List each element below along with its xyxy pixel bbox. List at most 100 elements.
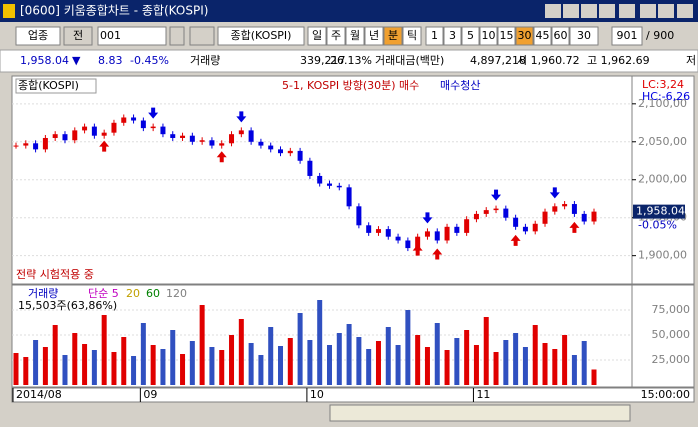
label: 시 1,960.72 bbox=[517, 54, 580, 67]
label: 15 bbox=[500, 29, 514, 42]
candle bbox=[131, 117, 137, 121]
candle bbox=[91, 126, 97, 136]
btn[interactable] bbox=[581, 4, 597, 18]
candle bbox=[297, 150, 303, 161]
volume-bar bbox=[111, 352, 117, 385]
interval-button[interactable] bbox=[533, 26, 552, 46]
btn[interactable] bbox=[658, 4, 674, 18]
volume-bar bbox=[336, 333, 342, 385]
btn[interactable] bbox=[563, 4, 579, 18]
button[interactable] bbox=[611, 26, 643, 46]
label: 단순 5 bbox=[88, 287, 119, 300]
volume-bar bbox=[150, 345, 156, 385]
volume-bar bbox=[62, 355, 68, 385]
y-tick-label: 50,000 bbox=[652, 328, 691, 341]
volume-bar bbox=[473, 345, 479, 385]
button[interactable] bbox=[63, 26, 93, 46]
label: 년 bbox=[369, 29, 379, 42]
volume-bar bbox=[405, 310, 411, 385]
scrollbar[interactable] bbox=[329, 404, 631, 422]
candle bbox=[170, 134, 176, 138]
period-button[interactable] bbox=[402, 26, 422, 46]
button[interactable] bbox=[169, 26, 185, 46]
period-button[interactable] bbox=[307, 26, 327, 46]
volume-bar bbox=[454, 338, 460, 385]
volume-bar bbox=[170, 330, 176, 385]
candle bbox=[209, 140, 215, 146]
label: 1 bbox=[431, 29, 438, 42]
label: 339,217 bbox=[300, 54, 346, 67]
button[interactable] bbox=[217, 26, 305, 46]
volume-bar bbox=[258, 355, 264, 385]
y-tick-label: 75,000 bbox=[652, 303, 691, 316]
button[interactable] bbox=[15, 26, 61, 46]
candle bbox=[23, 143, 29, 146]
btn[interactable] bbox=[677, 4, 693, 18]
window-buttons[interactable] bbox=[545, 4, 693, 18]
volume-bar bbox=[297, 313, 303, 385]
candle bbox=[503, 208, 509, 218]
period-button[interactable] bbox=[345, 26, 365, 46]
label: 업종 bbox=[28, 29, 48, 42]
interval-button[interactable] bbox=[443, 26, 462, 46]
volume-bar bbox=[424, 347, 430, 385]
candle bbox=[356, 206, 362, 226]
buy-arrow bbox=[432, 248, 443, 260]
sell-arrow bbox=[148, 107, 159, 119]
btn[interactable] bbox=[619, 4, 635, 18]
volume-bar bbox=[238, 319, 244, 385]
volume-bar bbox=[366, 349, 372, 385]
sell-arrow bbox=[422, 212, 433, 224]
interval-button[interactable] bbox=[461, 26, 480, 46]
btn[interactable] bbox=[599, 4, 615, 18]
candle bbox=[150, 126, 156, 129]
buy-arrow bbox=[216, 151, 227, 163]
label: HC:-6,26 bbox=[642, 90, 690, 103]
volume-bar bbox=[415, 335, 421, 385]
candle bbox=[62, 134, 68, 141]
volume-bar bbox=[23, 357, 29, 385]
y-tick-label: 2,100,00 bbox=[638, 97, 687, 110]
sell-arrow bbox=[236, 111, 247, 123]
volume-bar bbox=[180, 354, 186, 385]
label: 5 bbox=[467, 29, 474, 42]
volume-bar bbox=[503, 340, 509, 385]
button[interactable] bbox=[189, 26, 215, 46]
volume-bar bbox=[160, 349, 166, 385]
label: 1,958.04 bbox=[20, 54, 69, 67]
volume-bar bbox=[307, 340, 313, 385]
btn[interactable] bbox=[640, 4, 656, 18]
candle bbox=[454, 226, 460, 233]
period-button[interactable] bbox=[364, 26, 384, 46]
candle bbox=[189, 135, 195, 142]
interval-button[interactable] bbox=[479, 26, 498, 46]
interval-button[interactable] bbox=[551, 26, 570, 46]
button[interactable] bbox=[569, 26, 599, 46]
button[interactable] bbox=[97, 26, 167, 46]
label: 001 bbox=[100, 29, 121, 42]
label: ▼ bbox=[72, 54, 81, 67]
volume-bar bbox=[91, 350, 97, 385]
label: 고 1,962.69 bbox=[587, 54, 650, 67]
label-box bbox=[15, 78, 97, 94]
interval-button[interactable] bbox=[497, 26, 516, 46]
candle bbox=[140, 120, 146, 129]
btn[interactable] bbox=[545, 4, 561, 18]
candle bbox=[199, 140, 205, 142]
period-button[interactable] bbox=[383, 26, 403, 46]
period-button[interactable] bbox=[326, 26, 346, 46]
candle bbox=[464, 219, 470, 233]
interval-button[interactable] bbox=[515, 26, 534, 46]
candle bbox=[52, 134, 58, 138]
candle bbox=[493, 208, 499, 211]
candle bbox=[522, 226, 528, 232]
y-tick-label: 2,050,00 bbox=[638, 135, 687, 148]
label: 저 bbox=[686, 54, 696, 67]
interval-button[interactable] bbox=[425, 26, 444, 46]
volume-bar bbox=[131, 356, 137, 385]
volume-bar bbox=[444, 350, 450, 385]
label: 4,897,218 bbox=[470, 54, 526, 67]
label: 45 bbox=[536, 29, 550, 42]
volume-bar bbox=[121, 337, 127, 385]
